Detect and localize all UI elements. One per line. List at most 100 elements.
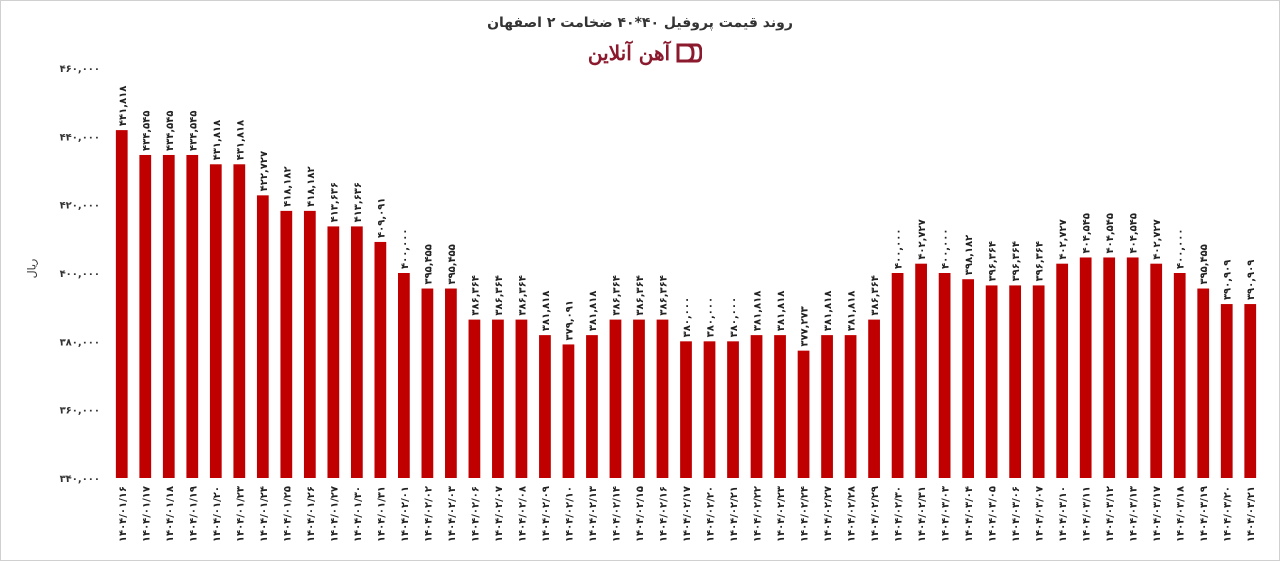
data-label: ۳۷۹,۰۹۱ <box>564 300 575 340</box>
bar <box>539 335 551 478</box>
data-label: ۳۸۱,۸۱۸ <box>753 291 764 331</box>
bar <box>515 319 528 478</box>
x-tick-label: ۱۴۰۴/۰۳/۰۳ <box>941 486 952 542</box>
data-label: ۳۸۰,۰۰۰ <box>682 297 693 337</box>
data-label: ۴۰۰,۰۰۰ <box>894 229 905 269</box>
bar <box>1173 273 1186 478</box>
x-tick-label: ۱۴۰۴/۰۱/۳۱ <box>376 486 387 542</box>
x-tick-label: ۱۴۰۴/۰۳/۰۷ <box>1035 486 1046 542</box>
x-tick-label: ۱۴۰۴/۰۲/۲۴ <box>800 486 811 542</box>
data-label: ۴۳۱,۸۱۸ <box>235 120 246 160</box>
bar <box>186 154 199 478</box>
bar <box>1103 257 1116 478</box>
data-label: ۴۳۴,۵۴۵ <box>141 111 152 151</box>
y-tick-label: ۴۶۰,۰۰۰ <box>60 64 100 75</box>
x-tick-label: ۱۴۰۴/۰۲/۰۹ <box>541 486 552 542</box>
bar <box>492 319 504 478</box>
bar <box>797 350 810 478</box>
bar <box>891 273 904 478</box>
data-label: ۴۰۲,۷۲۷ <box>1152 219 1163 259</box>
x-tick-label: ۱۴۰۴/۰۲/۲۱ <box>729 486 740 542</box>
x-tick-label: ۱۴۰۴/۰۲/۰۲ <box>423 486 434 542</box>
x-tick-label: ۱۴۰۴/۰۲/۳۱ <box>917 486 928 542</box>
data-label: ۳۸۰,۰۰۰ <box>729 297 740 337</box>
x-tick-label: ۱۴۰۴/۰۲/۲۰ <box>706 486 717 542</box>
data-label: ۳۸۶,۳۶۴ <box>517 275 528 315</box>
x-tick-label: ۱۴۰۴/۰۱/۱۶ <box>118 486 129 542</box>
bar <box>609 319 622 478</box>
bar <box>1150 263 1163 478</box>
data-label: ۴۱۳,۶۳۶ <box>329 182 340 222</box>
bar <box>938 273 951 478</box>
data-label: ۳۹۵,۴۵۵ <box>447 244 458 284</box>
x-tick-label: ۱۴۰۴/۰۱/۲۴ <box>259 486 270 542</box>
x-tick-label: ۱۴۰۴/۰۲/۲۸ <box>847 486 858 542</box>
data-label: ۴۴۱,۸۱۸ <box>118 86 129 126</box>
data-label: ۳۸۶,۳۶۴ <box>494 275 505 315</box>
x-tick-label: ۱۴۰۴/۰۳/۰۵ <box>988 486 999 542</box>
x-tick-label: ۱۴۰۴/۰۲/۲۳ <box>776 486 787 542</box>
bar <box>1009 285 1022 478</box>
data-label: ۴۳۴,۵۴۵ <box>165 111 176 151</box>
data-label: ۳۹۰,۹۰۹ <box>1246 260 1257 300</box>
bar <box>703 341 716 478</box>
data-label: ۴۰۲,۷۲۷ <box>1058 219 1069 259</box>
bar <box>139 154 152 478</box>
data-label: ۴۰۰,۰۰۰ <box>1176 229 1187 269</box>
x-tick-label: ۱۴۰۴/۰۲/۳۰ <box>894 486 905 542</box>
y-tick-label: ۳۴۰,۰۰۰ <box>60 474 100 485</box>
bar <box>915 263 927 478</box>
data-label: ۳۸۱,۸۱۸ <box>588 291 599 331</box>
data-label: ۴۱۸,۱۸۲ <box>306 166 317 206</box>
bar <box>750 335 763 478</box>
bar <box>962 279 974 478</box>
data-label: ۳۹۸,۱۸۲ <box>964 235 975 275</box>
bar <box>445 288 457 478</box>
bar <box>680 341 692 478</box>
x-tick-label: ۱۴۰۴/۰۲/۰۷ <box>494 486 505 542</box>
y-tick-label: ۴۴۰,۰۰۰ <box>60 132 100 143</box>
x-tick-label: ۱۴۰۴/۰۱/۱۸ <box>165 486 176 542</box>
x-tick-label: ۱۴۰۴/۰۳/۱۳ <box>1129 486 1140 542</box>
x-tick-label: ۱۴۰۴/۰۳/۱۷ <box>1152 486 1163 542</box>
bar <box>774 335 786 478</box>
bar <box>1126 257 1139 478</box>
bar <box>303 210 316 478</box>
bar <box>233 164 246 478</box>
data-label: ۳۸۶,۳۶۴ <box>470 275 481 315</box>
data-label: ۴۳۱,۸۱۸ <box>212 120 223 160</box>
bars <box>115 130 1257 478</box>
bar <box>1197 288 1210 478</box>
x-tick-label: ۱۴۰۴/۰۱/۳۰ <box>353 486 364 542</box>
x-tick-label: ۱۴۰۴/۰۱/۱۹ <box>188 486 199 542</box>
x-tick-label: ۱۴۰۴/۰۱/۲۶ <box>306 486 317 542</box>
data-label: ۳۸۶,۳۶۴ <box>658 275 669 315</box>
x-tick-label: ۱۴۰۴/۰۲/۲۷ <box>823 486 834 542</box>
x-tick-label: ۱۴۰۴/۰۲/۰۶ <box>470 486 481 542</box>
x-tick-label: ۱۴۰۴/۰۲/۰۳ <box>447 486 458 542</box>
data-label: ۳۸۱,۸۱۸ <box>823 291 834 331</box>
bar <box>985 285 998 478</box>
data-label: ۳۸۱,۸۱۸ <box>541 291 552 331</box>
x-tick-label: ۱۴۰۴/۰۲/۱۴ <box>611 486 622 542</box>
x-tick-label: ۱۴۰۴/۰۲/۱۳ <box>588 486 599 542</box>
data-label: ۴۰۴,۵۴۵ <box>1082 213 1093 253</box>
data-label: ۴۰۰,۰۰۰ <box>400 229 411 269</box>
bar <box>821 335 833 478</box>
bar <box>468 319 481 478</box>
x-tick-label: ۱۴۰۴/۰۳/۰۴ <box>964 486 975 542</box>
chart-title: روند قیمت پروفیل ۴۰*۴۰ ضخامت ۲ اصفهان <box>487 15 793 31</box>
ahan-online-logo-icon <box>676 43 703 63</box>
bar <box>868 319 880 478</box>
data-label: ۳۸۶,۳۶۴ <box>870 275 881 315</box>
data-label: ۴۲۲,۷۲۷ <box>259 151 270 191</box>
x-tick-label: ۱۴۰۴/۰۳/۲۱ <box>1246 486 1257 542</box>
data-label: ۴۰۴,۵۴۵ <box>1129 213 1140 253</box>
y-tick-label: ۴۰۰,۰۰۰ <box>60 269 100 280</box>
bar <box>656 319 669 478</box>
x-tick-label: ۱۴۰۴/۰۱/۲۵ <box>282 486 293 542</box>
x-tick-label: ۱۴۰۴/۰۱/۲۷ <box>329 486 340 542</box>
brand-logo-text: آهن آنلاین <box>587 41 671 65</box>
data-label: ۳۹۵,۴۵۵ <box>423 244 434 284</box>
